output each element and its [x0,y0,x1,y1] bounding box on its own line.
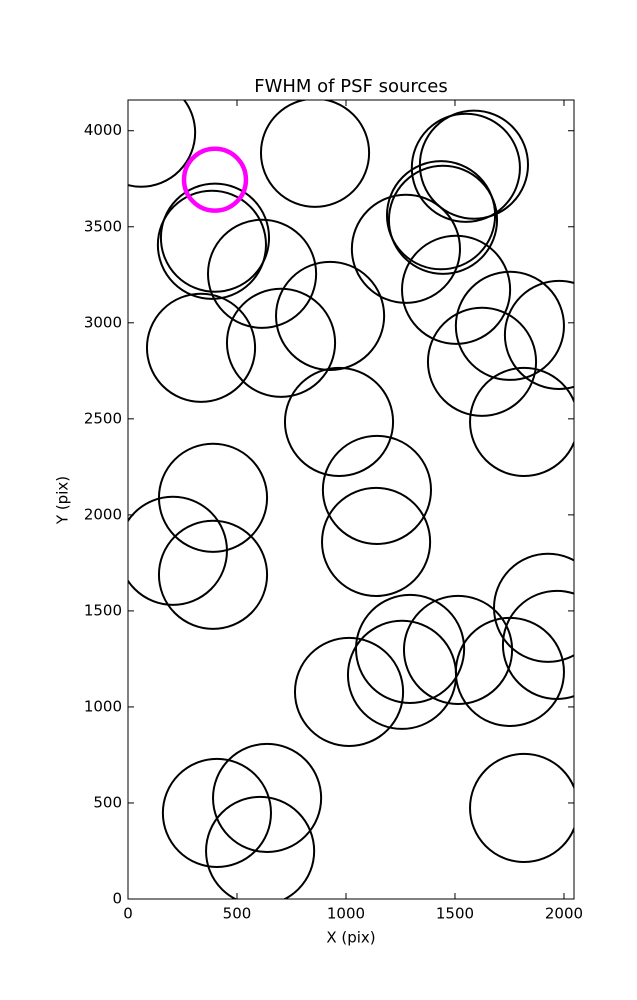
psf-circle [321,434,433,545]
psf-circle [145,292,257,403]
y-tick-label: 2000 [84,505,122,523]
y-tick-label: 3500 [84,217,122,235]
psf-circle [350,193,461,304]
psf-circle [402,594,514,705]
psf-circle [355,593,466,704]
psf-circle [469,752,574,864]
psf-circle [161,757,272,869]
x-tick-label: 500 [223,905,252,923]
y-tick-label: 4000 [84,121,122,139]
y-axis-label: Y (pix) [54,476,72,525]
psf-circle [321,486,432,598]
y-tick-label: 1000 [84,697,122,715]
psf-circle [454,616,565,728]
psf-circle [293,636,405,748]
chart-title: FWHM of PSF sources [254,76,448,97]
psf-circle [469,366,574,477]
psf-circle [181,146,249,213]
x-tick-label: 0 [123,905,133,923]
plot-frame [127,99,575,900]
psf-circle [205,795,316,899]
psf-circle [401,234,512,345]
psf-circle [454,270,565,381]
y-tick-label: 2500 [84,409,122,427]
psf-circle [418,109,530,220]
psf-circle [128,495,228,606]
psf-circle [156,189,267,300]
y-tick-label: 1500 [84,601,122,619]
psf-circle [426,306,538,417]
psf-circle [212,742,323,854]
psf-circle [128,100,197,188]
x-axis-label: X (pix) [326,929,375,947]
psf-circle [503,279,574,390]
y-tick-label: 500 [93,793,122,811]
psf-circle [259,100,371,208]
psf-circle [493,552,574,663]
psf-circle [410,112,521,223]
x-tick-label: 2000 [545,905,583,923]
psf-circle [207,218,318,329]
plot-area [128,100,574,899]
x-tick-label: 1500 [436,905,474,923]
psf-circle [159,182,271,293]
y-tick-label: 3000 [84,313,122,331]
psf-circle [387,164,499,275]
y-tick-label: 0 [112,890,122,908]
psf-circle [275,260,386,371]
psf-circle [157,519,269,630]
psf-circle [283,366,395,477]
x-tick-label: 1000 [327,905,365,923]
psf-circle [225,287,337,398]
